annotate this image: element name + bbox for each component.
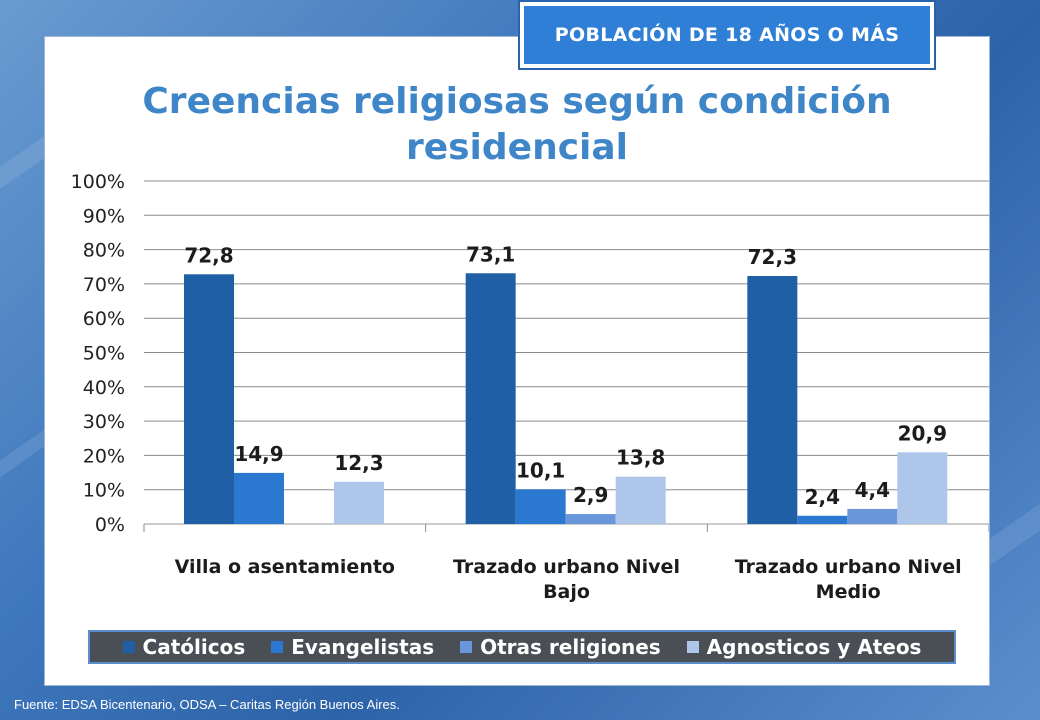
chart-title-line: Creencias religiosas según condición xyxy=(142,81,891,122)
bar-agnosticos xyxy=(615,476,666,524)
y-tick-label: 0% xyxy=(95,514,125,536)
data-label: 2,4 xyxy=(805,485,840,509)
data-label: 72,8 xyxy=(184,243,233,267)
legend-swatch-catolicos xyxy=(122,641,135,653)
bar-evangelistas xyxy=(234,472,284,524)
y-tick-label: 100% xyxy=(71,171,125,193)
bar-evangelistas xyxy=(797,515,848,524)
legend-label-catolicos: Católicos xyxy=(142,635,246,659)
data-label: 12,3 xyxy=(334,451,383,475)
bar-agnosticos xyxy=(334,481,384,524)
legend-label-evangelistas: Evangelistas xyxy=(291,635,435,659)
legend-item-agnosticos: Agnosticos y Ateos xyxy=(686,635,922,659)
bar-otras xyxy=(847,508,898,524)
data-label: 2,9 xyxy=(573,483,608,507)
y-tick-label: 70% xyxy=(83,274,125,296)
y-tick-label: 90% xyxy=(83,205,125,227)
legend-item-otras: Otras religiones xyxy=(460,635,661,659)
source-note: Fuente: EDSA Bicentenario, ODSA – Carita… xyxy=(14,697,400,712)
y-tick-label: 50% xyxy=(83,343,125,365)
data-label: 20,9 xyxy=(898,421,947,445)
category-label: Trazado urbano Nivel xyxy=(453,556,680,578)
bar-evangelistas xyxy=(515,489,566,524)
chart-card: Creencias religiosas según condición resi… xyxy=(44,36,990,686)
legend-label-agnosticos: Agnosticos y Ateos xyxy=(706,635,922,659)
category-label: Trazado urbano Nivel xyxy=(735,556,962,578)
category-label: Villa o asentamiento xyxy=(175,556,395,578)
bar-catolicos xyxy=(747,276,798,524)
legend-label-otras: Otras religiones xyxy=(480,635,661,659)
data-label: 14,9 xyxy=(234,442,283,466)
legend-item-evangelistas: Evangelistas xyxy=(271,635,434,659)
y-tick-label: 10% xyxy=(83,480,125,502)
y-tick-label: 40% xyxy=(83,377,125,399)
legend-swatch-evangelistas xyxy=(271,641,284,653)
population-badge: POBLACIÓN DE 18 AÑOS O MÁS xyxy=(518,0,936,70)
y-tick-label: 60% xyxy=(83,308,125,330)
badge-text: POBLACIÓN DE 18 AÑOS O MÁS xyxy=(524,6,930,64)
category-label: Medio xyxy=(816,581,881,603)
data-label: 13,8 xyxy=(616,446,665,470)
chart-legend: Católicos Evangelistas Otras religiones … xyxy=(88,630,956,664)
legend-item-catolicos: Católicos xyxy=(122,635,246,659)
data-label: 10,1 xyxy=(516,458,565,482)
y-tick-label: 80% xyxy=(83,240,125,262)
legend-swatch-agnosticos xyxy=(686,641,699,653)
legend-swatch-otras xyxy=(460,641,473,653)
bar-catolicos xyxy=(184,274,234,524)
y-tick-label: 30% xyxy=(83,411,125,433)
bar-chart: Creencias religiosas según condición resi… xyxy=(71,81,990,603)
bar-otras xyxy=(565,514,616,524)
chart-title-line: residencial xyxy=(406,127,628,168)
data-label: 4,4 xyxy=(855,478,890,502)
y-tick-label: 20% xyxy=(83,445,125,467)
data-label: 73,1 xyxy=(466,242,515,266)
bar-catolicos xyxy=(465,273,516,524)
data-label: 72,3 xyxy=(748,245,797,269)
bar-agnosticos xyxy=(897,452,948,524)
category-label: Bajo xyxy=(543,581,590,603)
